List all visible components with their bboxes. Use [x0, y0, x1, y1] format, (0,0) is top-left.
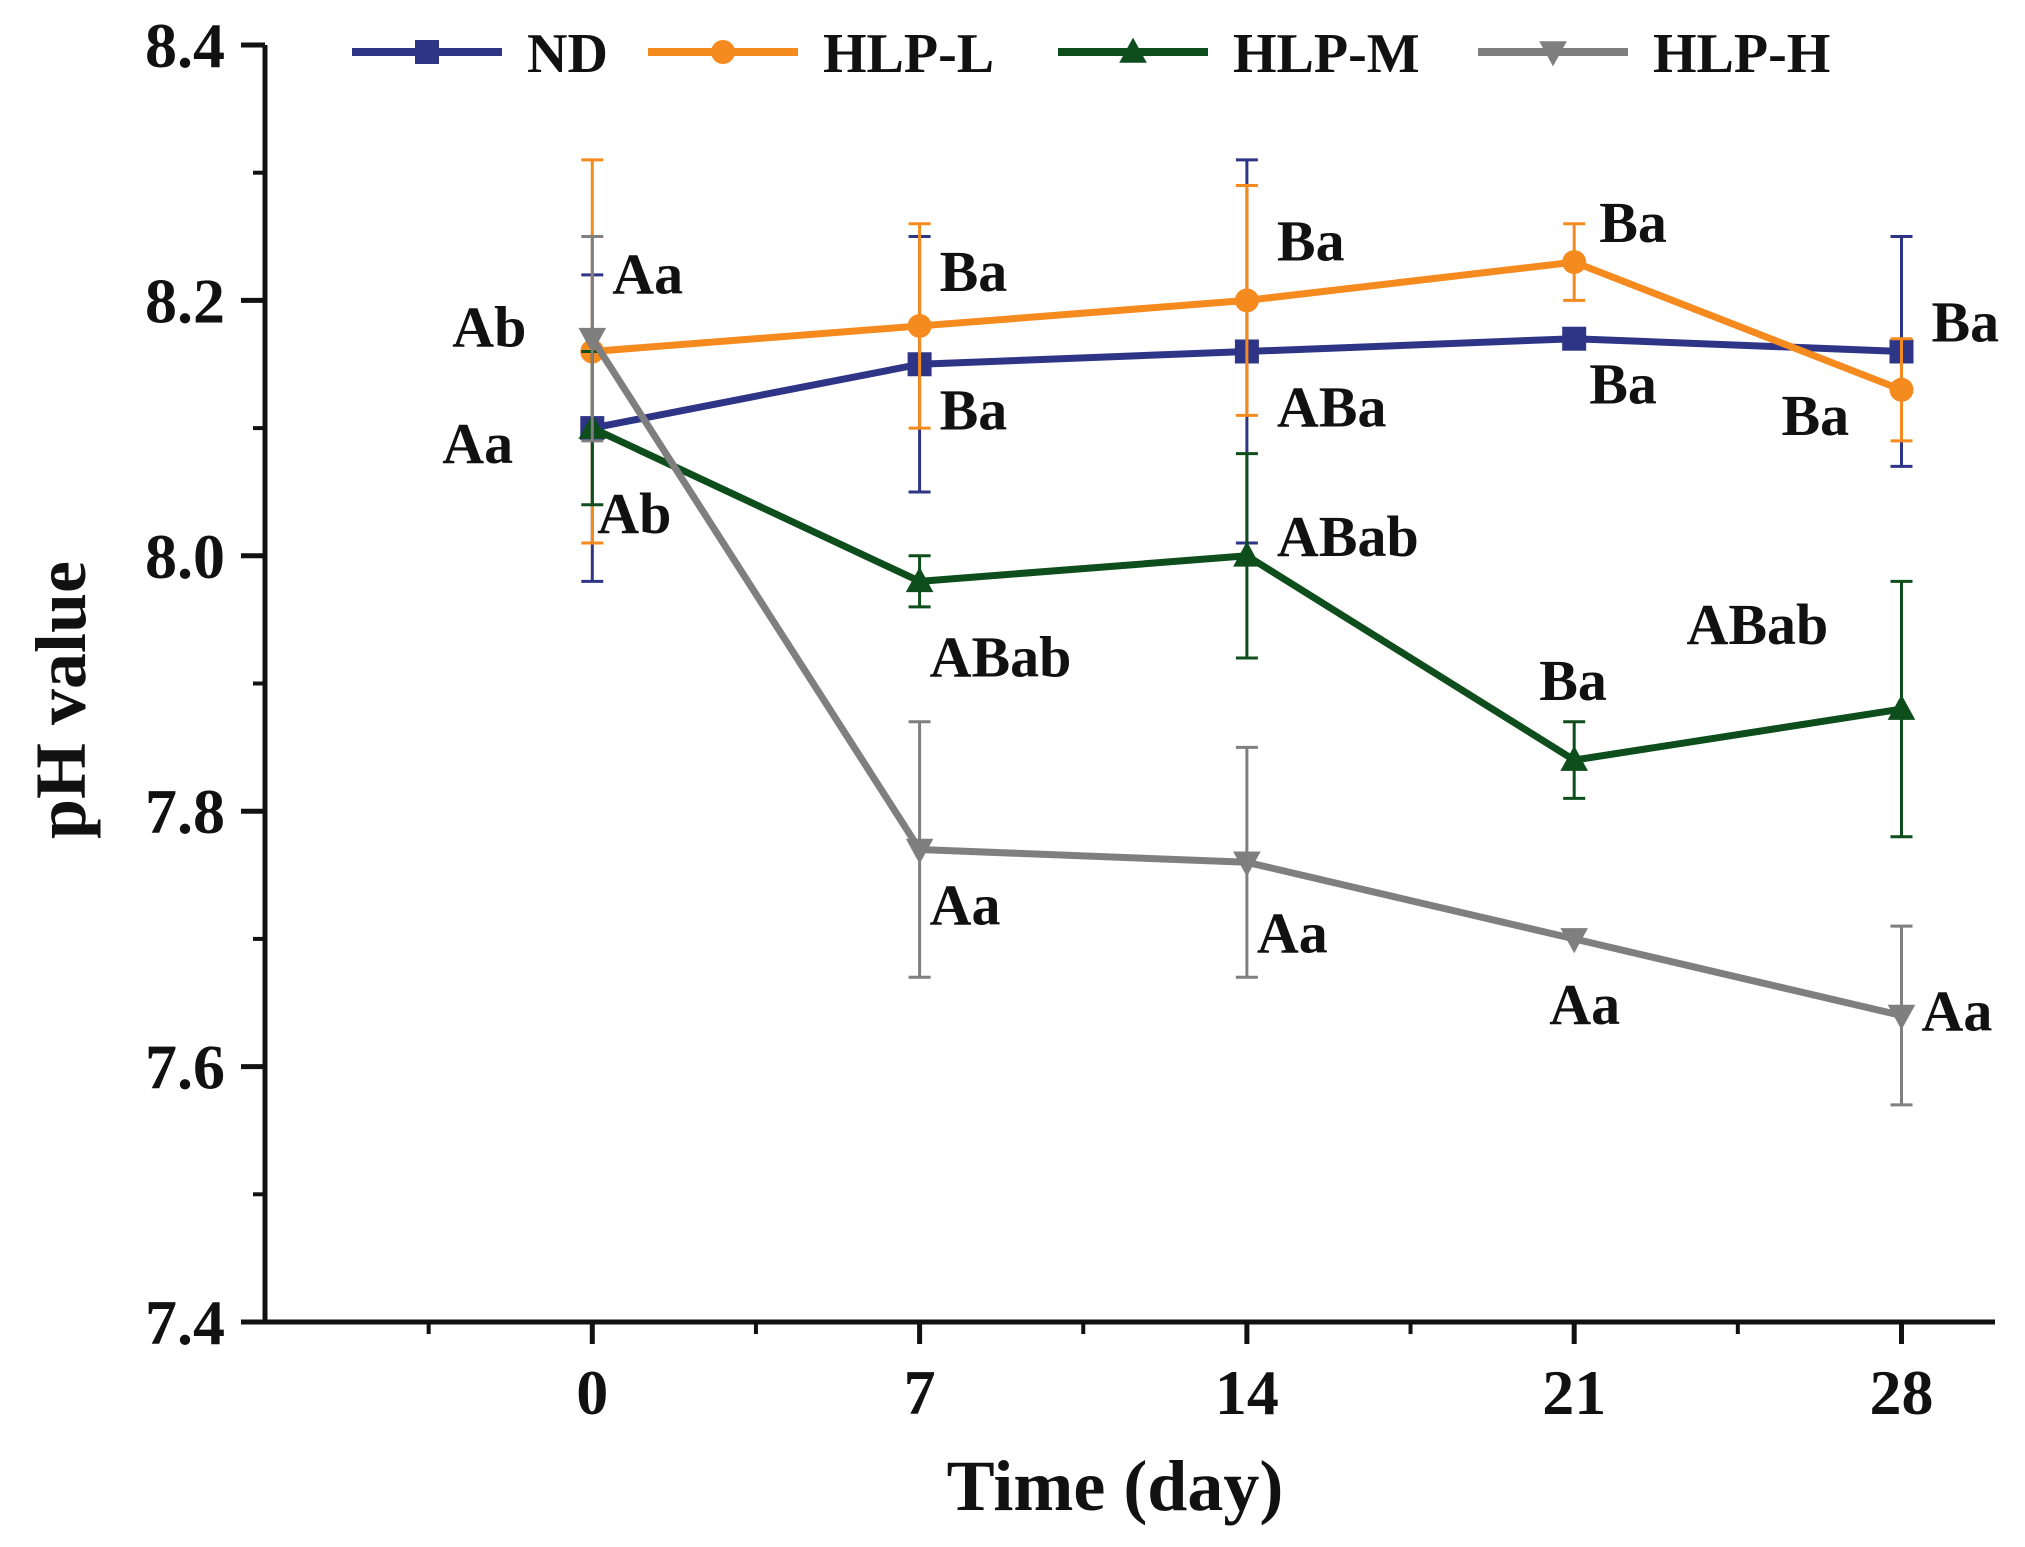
data-label: Ba: [1781, 383, 1849, 448]
data-point: [1562, 250, 1587, 275]
y-tick-label: 7.8: [145, 776, 225, 847]
data-label: Aa: [612, 242, 683, 307]
series-layer: [578, 158, 1916, 1107]
data-label: ABab: [930, 624, 1072, 689]
axes: 7.4 7.6 7.8 8.0 8.2 8.4 0 7 14 21 28: [145, 10, 1995, 1428]
data-label: Ba: [1931, 289, 1999, 354]
legend-label: HLP-H: [1653, 23, 1830, 85]
data-label: Aa: [930, 873, 1001, 938]
y-tick-label: 8.0: [145, 521, 225, 592]
data-label: Ba: [1599, 190, 1667, 255]
data-point: [1887, 1004, 1916, 1030]
data-label: ABab: [1277, 504, 1419, 569]
data-label: Aa: [1257, 900, 1328, 965]
legend-item-nd: ND: [352, 23, 608, 85]
data-point: [1562, 326, 1587, 351]
data-point: [1233, 541, 1261, 567]
data-label: Aa: [1921, 979, 1992, 1044]
data-label: Ba: [1539, 648, 1607, 713]
series-hlp-l: [580, 158, 1914, 545]
x-axis-title: Time (day): [947, 1446, 1284, 1526]
data-label: Ba: [940, 377, 1008, 442]
legend-swatch-marker: [711, 40, 735, 64]
data-label: Ba: [1277, 208, 1345, 273]
data-label: Ab: [597, 481, 671, 546]
x-tick-label: 7: [904, 1357, 936, 1428]
data-point: [905, 566, 934, 593]
data-label: Ba: [1589, 352, 1657, 417]
legend-item-hlp-m: HLP-M: [1058, 23, 1420, 85]
data-label: Ab: [452, 294, 526, 359]
x-tick-label: 0: [576, 1357, 608, 1428]
data-label: ABab: [1686, 592, 1828, 657]
legend-swatch-marker: [1119, 37, 1147, 63]
data-label: Aa: [1549, 972, 1620, 1037]
legend-label: ND: [527, 23, 608, 85]
series-hlp-h: [578, 235, 1916, 1107]
data-label: Ba: [940, 239, 1008, 304]
data-point: [1560, 745, 1588, 771]
y-tick-label: 8.2: [145, 265, 225, 336]
data-label: Aa: [442, 411, 513, 476]
data-label: ABa: [1277, 374, 1387, 439]
annotation-layer: Aa Ba ABa Ba Ba Ab Ba Ba Ba Ba Ab ABab ABab Ba ABab Aa A…: [442, 190, 1999, 1043]
legend-swatch-marker: [415, 40, 439, 64]
data-point: [1560, 928, 1588, 954]
y-tick-label: 8.4: [145, 10, 225, 81]
y-axis-title: pH value: [21, 561, 101, 839]
legend-item-hlp-h: HLP-H: [1478, 23, 1830, 85]
data-point: [1233, 851, 1261, 877]
legend-label: HLP-L: [823, 23, 994, 85]
data-point: [907, 313, 932, 338]
x-tick-label: 21: [1542, 1357, 1606, 1428]
data-point: [905, 838, 934, 864]
legend: ND HLP-L HLP-M HLP-H: [352, 23, 1830, 85]
y-tick-label: 7.6: [145, 1032, 225, 1103]
x-tick-label: 28: [1869, 1357, 1933, 1428]
y-tick-label: 7.4: [145, 1287, 225, 1358]
legend-item-hlp-l: HLP-L: [648, 23, 994, 85]
data-point: [1234, 288, 1259, 313]
x-tick-label: 14: [1215, 1357, 1279, 1428]
data-point: [1889, 377, 1914, 402]
data-point: [1887, 694, 1916, 720]
data-point: [578, 327, 607, 354]
legend-label: HLP-M: [1233, 23, 1420, 85]
legend-swatch-marker: [1539, 41, 1567, 67]
series-hlp-m: [578, 349, 1916, 839]
